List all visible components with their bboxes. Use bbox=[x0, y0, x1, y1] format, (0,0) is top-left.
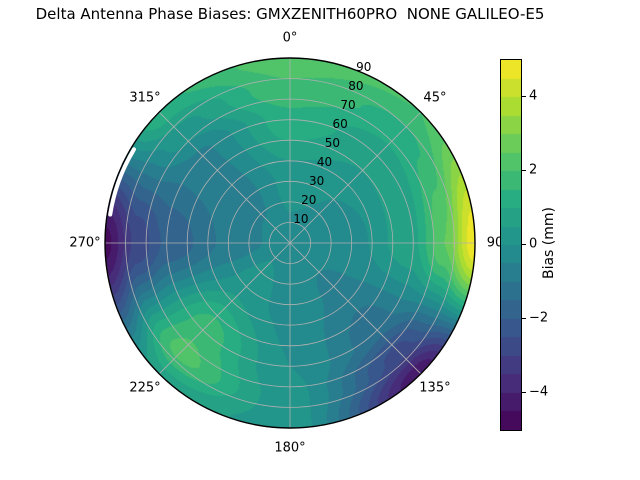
colorbar-tickmark-2 bbox=[522, 170, 526, 171]
angle-label-180: 180° bbox=[274, 440, 306, 456]
colorbar-label: Bias (mm) bbox=[541, 206, 557, 280]
radial-tick-label-80: 80 bbox=[348, 79, 364, 94]
angle-label-225: 225° bbox=[129, 380, 161, 396]
angle-label-135: 135° bbox=[419, 380, 451, 396]
radial-tick-label-90: 90 bbox=[356, 60, 372, 75]
colorbar-tickmark--4 bbox=[522, 392, 526, 393]
radial-tick-label-60: 60 bbox=[332, 117, 348, 132]
colorbar-tick-label--2: −2 bbox=[529, 310, 549, 326]
colorbar-tick-label-2: 2 bbox=[529, 162, 538, 178]
colorbar bbox=[500, 59, 522, 431]
colorbar-tickmark-4 bbox=[522, 96, 526, 97]
radial-tick-label-70: 70 bbox=[340, 98, 356, 113]
colorbar-tickmark--2 bbox=[522, 318, 526, 319]
angle-label-90: 90 bbox=[486, 235, 504, 251]
colorbar-tick-label--4: −4 bbox=[529, 384, 549, 400]
radial-tick-label-30: 30 bbox=[308, 174, 325, 189]
radial-tick-label-20: 20 bbox=[301, 193, 317, 208]
radial-tick-label-10: 10 bbox=[293, 212, 309, 226]
angle-label-315: 315° bbox=[129, 90, 161, 106]
angle-label-45: 45° bbox=[423, 90, 447, 106]
radial-tick-label-50: 50 bbox=[324, 136, 340, 151]
colorbar-tick-label-4: 4 bbox=[529, 88, 538, 104]
angle-label-0: 0° bbox=[282, 30, 298, 46]
colorbar-tick-label-0: 0 bbox=[529, 236, 538, 252]
radial-tick-label-40: 40 bbox=[316, 155, 333, 170]
angle-label-270: 270° bbox=[69, 235, 101, 251]
colorbar-gradient bbox=[501, 60, 521, 430]
colorbar-tickmark-0 bbox=[522, 244, 526, 245]
